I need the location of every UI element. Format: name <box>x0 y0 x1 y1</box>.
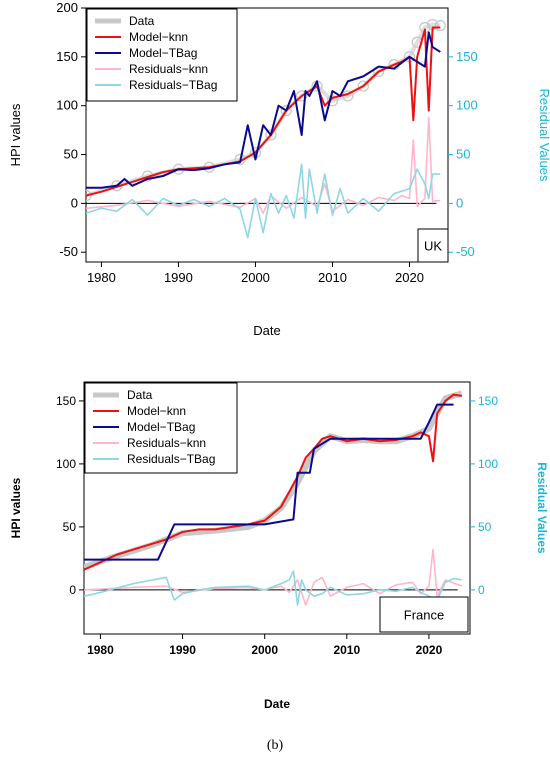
y-right-axis-label: Residual Values <box>535 462 549 554</box>
y-tick-label: 50 <box>63 520 77 534</box>
y-tick-label: 0 <box>69 583 76 597</box>
series-group <box>86 18 446 239</box>
x-axis-label: Date <box>264 697 290 711</box>
x-tick-label: 2020 <box>395 270 424 285</box>
data-point <box>296 90 308 102</box>
y-right-tick-label: 150 <box>478 394 498 408</box>
data-point <box>357 80 369 92</box>
series-group <box>84 390 463 606</box>
series-line-res-tbag <box>84 570 462 606</box>
data-point <box>280 104 292 117</box>
y-tick-label: 50 <box>64 147 78 162</box>
y-right-tick-label: 100 <box>478 457 498 471</box>
y-axis-label: HPI values <box>9 477 23 538</box>
legend-label: Residuals−TBag <box>129 78 217 92</box>
figure-caption: (b) <box>266 738 284 753</box>
region-label: France <box>404 608 444 623</box>
legend-label: Residuals−knn <box>127 436 206 450</box>
hpi-charts-figure: -50 0 50 100 150 200 -50 0 50 100 150 1980 1990 2000 2… <box>8 0 550 711</box>
y-axis-label: HPI values <box>8 103 23 166</box>
x-tick-label: 1980 <box>87 643 114 657</box>
x-tick-label: 1990 <box>169 643 196 657</box>
legend-label: Data <box>129 14 155 28</box>
y-tick-label: 100 <box>56 457 76 471</box>
region-label: UK <box>424 239 442 254</box>
series-line-tbag <box>84 403 454 561</box>
x-axis-label: Date <box>253 323 280 338</box>
y-tick-label: 100 <box>56 98 78 113</box>
series-line-tbag <box>86 31 441 189</box>
legend-label: Model−knn <box>129 30 188 44</box>
legend-label: Model−TBag <box>129 46 197 60</box>
x-tick-label: 1980 <box>87 270 116 285</box>
legend-label: Residuals−TBag <box>127 452 215 466</box>
y-right-tick-label: 100 <box>456 98 478 113</box>
y-right-tick-label: 0 <box>456 195 463 210</box>
legend-label: Data <box>127 388 153 402</box>
y-right-tick-label: 150 <box>456 49 478 64</box>
series-line-knn <box>84 393 462 571</box>
y-tick-label: 200 <box>56 0 78 15</box>
series-line-res-tbag <box>86 163 441 239</box>
x-tick-label: 2000 <box>241 270 270 285</box>
y-tick-label: 0 <box>71 195 78 210</box>
legend-label: Residuals−knn <box>129 62 208 76</box>
region-box <box>417 228 449 263</box>
uk-chart: -50 0 50 100 150 200 -50 0 50 100 150 1980 1990 2000 2… <box>8 0 550 338</box>
x-tick-label: 2010 <box>333 643 360 657</box>
france-chart: 0 50 100 150 0 50 100 150 1980 1990 2000 2010 2020 Da… <box>9 381 549 711</box>
x-tick-label: 2020 <box>416 643 443 657</box>
y-right-tick-label: 0 <box>478 583 485 597</box>
x-tick-label: 2000 <box>251 643 278 657</box>
plot-frame <box>85 7 449 263</box>
series-line-knn <box>86 26 441 197</box>
y-tick-label: 150 <box>56 49 78 64</box>
y-right-tick-label: 50 <box>456 147 470 162</box>
y-right-tick-label: -50 <box>456 244 475 259</box>
series-line-res-knn <box>86 116 441 214</box>
x-tick-label: 1990 <box>164 270 193 285</box>
region-box <box>379 596 469 633</box>
series-line-res-knn <box>84 548 463 606</box>
y-tick-label: 150 <box>56 394 76 408</box>
y-right-tick-label: 50 <box>478 520 492 534</box>
data-point <box>265 129 277 141</box>
x-tick-label: 2010 <box>318 270 347 285</box>
legend-label: Model−knn <box>127 404 186 418</box>
y-right-axis-label: Residual Values <box>537 89 550 182</box>
plot-frame <box>83 381 471 635</box>
legend-label: Model−TBag <box>127 420 195 434</box>
y-tick-label: -50 <box>59 244 78 259</box>
